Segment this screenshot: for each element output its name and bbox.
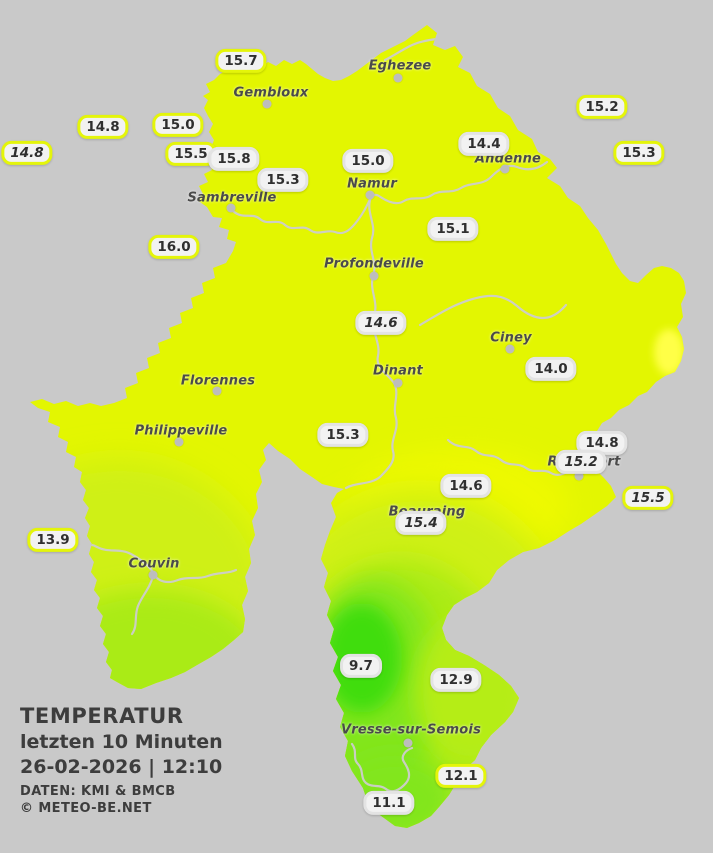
temperature-reading: 15.5: [622, 485, 674, 511]
city-label: Ciney: [490, 330, 532, 346]
temperature-reading: 13.9: [27, 527, 79, 553]
data-source: DATEN: KMI & BMCB: [20, 784, 176, 799]
temperature-reading: 16.0: [148, 234, 200, 260]
temperature-reading: 14.4: [458, 131, 510, 157]
city-label: Florennes: [180, 373, 256, 389]
city-dot: [262, 99, 272, 109]
city-dot: [505, 344, 515, 354]
legend-title-block: TEMPERATUR letzten 10 Minuten 26-02-2026…: [20, 704, 223, 818]
river-eau-noire: [130, 574, 155, 636]
river-bocq: [418, 294, 568, 327]
city-dot: [393, 378, 403, 388]
river-mehaigne: [383, 37, 439, 62]
city-dot: [212, 386, 222, 396]
temperature-reading: 14.8: [77, 114, 129, 140]
city-label: Vresse-sur-Semois: [340, 722, 482, 738]
city-label: Eghezee: [368, 58, 432, 74]
temperature-reading: 15.2: [555, 449, 607, 475]
temperature-reading: 14.8: [1, 140, 53, 166]
temperature-reading: 15.8: [208, 146, 260, 172]
temperature-reading: 15.0: [342, 148, 394, 174]
river-semois: [350, 742, 414, 793]
river-meuse-south: [344, 195, 398, 490]
city-label: Philippeville: [134, 423, 228, 439]
city-dot: [148, 570, 158, 580]
temperature-reading: 11.1: [363, 790, 415, 816]
temperature-reading: 15.1: [427, 216, 479, 242]
temperature-reading: 14.6: [355, 310, 407, 336]
city-dot: [369, 271, 379, 281]
city-label: Sambreville: [187, 190, 277, 206]
temperature-reading: 9.7: [340, 653, 382, 679]
temperature-reading: 12.1: [435, 763, 487, 789]
temperature-reading: 15.7: [215, 48, 267, 74]
city-label: Couvin: [128, 556, 180, 572]
temperature-reading: 12.9: [430, 667, 482, 693]
title-subline: letzten 10 Minuten: [20, 731, 223, 753]
city-dot: [226, 203, 236, 213]
datetime-label: 26-02-2026 | 12:10: [20, 756, 223, 778]
city-dot: [393, 73, 403, 83]
city-dot: [500, 164, 510, 174]
city-label: Dinant: [373, 363, 423, 379]
temperature-reading: 15.2: [576, 94, 628, 120]
temperature-reading: 15.3: [317, 422, 369, 448]
temperature-reading: 15.3: [613, 140, 665, 166]
temperature-reading: 15.0: [152, 112, 204, 138]
city-label: Profondeville: [324, 256, 424, 272]
city-dot: [365, 190, 375, 200]
city-dot: [174, 437, 184, 447]
river-sambre: [231, 195, 373, 235]
temperature-reading: 14.6: [440, 473, 492, 499]
city-dot: [403, 738, 413, 748]
city-dot: [574, 471, 584, 481]
temperature-reading: 15.4: [395, 510, 447, 536]
river-meuse-east: [369, 160, 549, 205]
copyright: © METEO-BE.NET: [20, 801, 152, 816]
page-title: TEMPERATUR: [20, 704, 184, 728]
temperature-reading: 15.3: [257, 167, 309, 193]
city-label: Gembloux: [233, 85, 309, 101]
temperature-reading: 14.0: [525, 356, 577, 382]
city-label: Namur: [347, 176, 397, 192]
